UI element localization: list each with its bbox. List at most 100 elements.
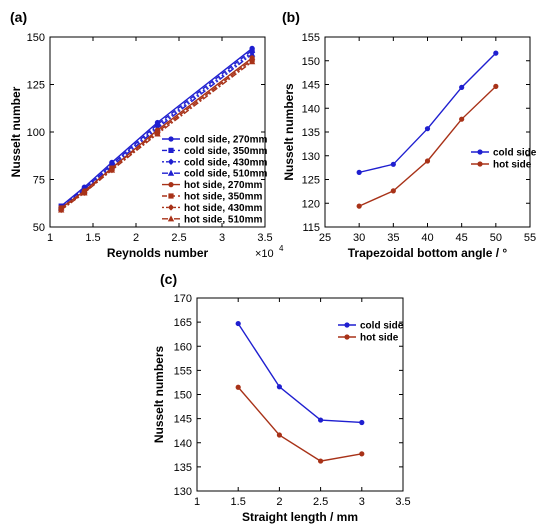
x-tick-label: 35 xyxy=(387,232,399,244)
y-tick-label: 135 xyxy=(302,127,320,139)
legend-marker xyxy=(477,149,483,155)
data-point xyxy=(318,458,324,464)
series-line xyxy=(237,323,362,424)
data-point xyxy=(248,50,256,57)
legend-marker xyxy=(167,204,175,211)
legend-marker xyxy=(168,136,174,142)
y-tick-label: 50 xyxy=(33,222,45,234)
x-tick-label: 1 xyxy=(47,232,53,244)
legend-marker xyxy=(167,158,175,165)
y-tick-label: 135 xyxy=(174,462,192,474)
y-tick-label: 115 xyxy=(302,222,320,234)
data-point xyxy=(57,206,65,213)
y-tick-label: 155 xyxy=(174,365,192,377)
y-tick-label: 150 xyxy=(174,390,192,402)
data-point xyxy=(493,83,499,89)
legend-label: hot side, 510mm xyxy=(184,214,262,225)
panel-label: (b) xyxy=(282,9,300,25)
y-tick-label: 165 xyxy=(174,317,192,329)
legend-marker xyxy=(168,147,174,153)
legend-marker xyxy=(167,215,175,222)
y-tick-label: 140 xyxy=(174,438,192,450)
panel-b: 25 30 35 40 45 50 55 115 120 125 130 135 140 145 150 15… xyxy=(282,9,537,260)
x-multiplier-exponent: 4 xyxy=(279,244,284,253)
x-axis-label: Reynolds number xyxy=(107,246,209,260)
series-line xyxy=(358,85,497,207)
x-tick-label: 25 xyxy=(319,232,331,244)
data-point xyxy=(424,126,431,132)
data-point xyxy=(356,203,362,209)
x-tick-label: 1.5 xyxy=(231,496,246,508)
legend-label: cold side, 270mm xyxy=(184,135,267,146)
data-point xyxy=(318,417,324,423)
panel-a: 1 1.5 2 2.5 3 3.5 50 75 100 125 150 Reynolds number… xyxy=(9,9,284,260)
y-tick-label: 75 xyxy=(33,175,45,187)
panel-label: (c) xyxy=(160,271,177,287)
data-point xyxy=(493,50,499,56)
data-point xyxy=(390,161,396,167)
data-point xyxy=(459,84,465,90)
x-multiplier: ×10 xyxy=(255,248,274,260)
x-axis-label: Straight length / mm xyxy=(242,510,358,524)
y-tick-label: 130 xyxy=(174,486,192,498)
legend-marker xyxy=(344,334,350,340)
x-tick-label: 40 xyxy=(421,232,433,244)
data-point xyxy=(235,384,241,390)
plot-frame xyxy=(324,36,531,228)
y-axis-label: Nusselt numbers xyxy=(152,345,166,443)
data-point xyxy=(359,419,365,426)
y-tick-label: 160 xyxy=(174,341,192,353)
x-tick-label: 2 xyxy=(133,232,139,244)
legend-marker xyxy=(168,182,174,188)
x-tick-label: 1 xyxy=(194,496,200,508)
data-point xyxy=(356,169,362,175)
x-tick-label: 3.5 xyxy=(395,496,410,508)
legend-label: cold side xyxy=(493,148,537,159)
y-tick-label: 145 xyxy=(174,414,192,426)
y-tick-label: 125 xyxy=(27,80,45,92)
y-tick-label: 100 xyxy=(27,127,45,139)
x-tick-label: 2 xyxy=(276,496,282,508)
x-axis-label: Trapezoidal bottom angle / ° xyxy=(348,246,508,260)
legend-label: hot side, 430mm xyxy=(184,203,262,214)
legend-label: cold side, 350mm xyxy=(184,146,267,157)
y-tick-label: 150 xyxy=(27,32,45,44)
x-tick-label: 45 xyxy=(456,232,468,244)
panel-c: 1 1.5 2 2.5 3 3.5 130 135 140 145 150 155 160 165 170 S… xyxy=(152,271,411,524)
legend-label: hot side, 350mm xyxy=(184,192,262,203)
legend-marker xyxy=(477,161,483,167)
x-tick-label: 55 xyxy=(524,232,536,244)
x-tick-label: 3 xyxy=(219,232,225,244)
legend-label: cold side, 510mm xyxy=(184,169,267,180)
series-line xyxy=(60,51,253,209)
x-tick-label: 2.5 xyxy=(171,232,186,244)
x-tick-label: 2.5 xyxy=(313,496,328,508)
legend-marker xyxy=(167,169,175,176)
legend-marker xyxy=(168,193,174,199)
data-point xyxy=(459,116,465,122)
data-point xyxy=(390,188,396,194)
legend-label: cold side, 430mm xyxy=(184,157,267,168)
panel-label: (a) xyxy=(10,9,27,25)
data-point xyxy=(424,158,431,164)
data-point xyxy=(248,58,256,65)
y-tick-label: 140 xyxy=(302,103,320,115)
x-tick-label: 30 xyxy=(353,232,365,244)
y-tick-label: 130 xyxy=(302,151,320,163)
series-line xyxy=(237,386,362,462)
data-point xyxy=(81,189,88,196)
data-point xyxy=(276,384,282,390)
y-tick-label: 170 xyxy=(174,293,192,305)
x-tick-label: 3 xyxy=(359,496,365,508)
y-axis-label: Nusselt number xyxy=(9,86,23,177)
x-tick-label: 1.5 xyxy=(85,232,100,244)
x-tick-label: 3.5 xyxy=(257,232,272,244)
data-point xyxy=(154,130,161,137)
legend-label: hot side, 270mm xyxy=(184,180,262,191)
x-tick-label: 50 xyxy=(490,232,502,244)
legend-label: hot side xyxy=(360,333,399,344)
